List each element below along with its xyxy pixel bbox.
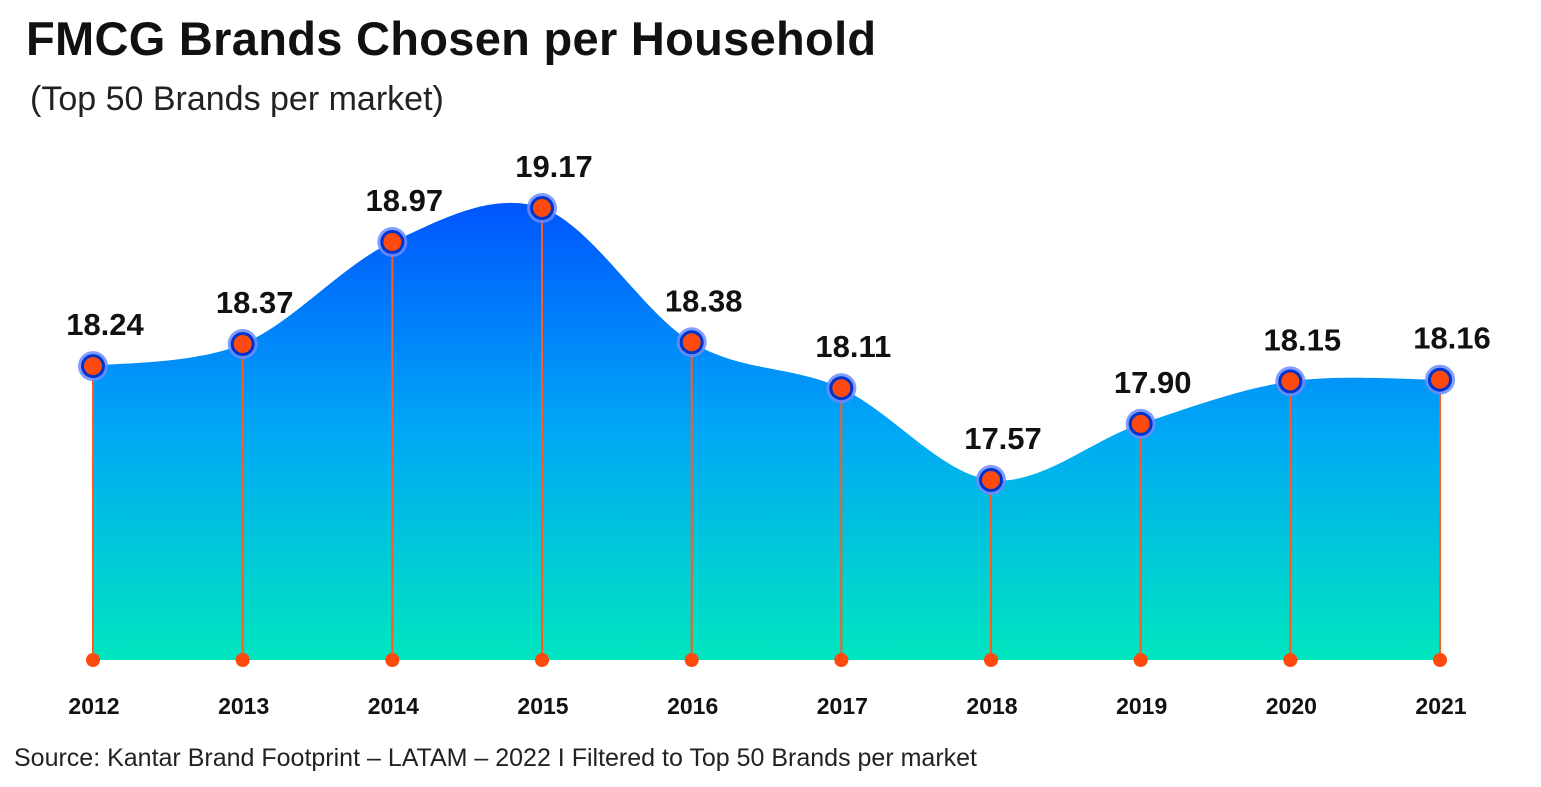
x-tick-label-2012: 2012 xyxy=(68,693,119,719)
area-layer xyxy=(93,202,1440,661)
value-label-2016: 18.38 xyxy=(665,283,743,318)
base-dot-2017 xyxy=(834,653,849,667)
data-point-2014 xyxy=(377,227,408,257)
chart-subtitle: (Top 50 Brands per market) xyxy=(30,80,444,118)
value-label-2015: 19.17 xyxy=(515,149,593,184)
base-dot-2019 xyxy=(1133,653,1148,667)
data-point-2019 xyxy=(1125,408,1156,439)
data-point-2015 xyxy=(527,193,557,223)
series-area xyxy=(93,202,1440,661)
markers xyxy=(78,193,1455,495)
data-point-2017 xyxy=(826,373,857,404)
base-dot-2015 xyxy=(535,653,549,667)
data-point-2013 xyxy=(227,329,258,359)
data-point-2016 xyxy=(676,327,707,358)
x-tick-label-2016: 2016 xyxy=(667,693,718,719)
value-label-2020: 18.15 xyxy=(1264,322,1342,357)
value-label-2021: 18.16 xyxy=(1413,321,1491,356)
data-point-2012 xyxy=(78,351,108,382)
chart-title: FMCG Brands Chosen per Household xyxy=(26,12,877,65)
value-labels: 18.24 18.37 18.97 19.17 18.38 18.11 17.57 17.90… xyxy=(66,149,1491,456)
x-tick-label-2021: 2021 xyxy=(1415,693,1466,719)
data-point-2020 xyxy=(1275,366,1306,397)
x-tick-label-2014: 2014 xyxy=(368,693,419,719)
x-tick-label-2015: 2015 xyxy=(517,693,568,719)
base-dot-2014 xyxy=(385,653,400,667)
x-tick-label-2019: 2019 xyxy=(1116,693,1167,719)
base-dot-2020 xyxy=(1283,653,1298,667)
data-point-2021 xyxy=(1425,364,1455,395)
base-dot-2012 xyxy=(86,653,100,667)
value-label-2014: 18.97 xyxy=(366,183,444,218)
base-dot-2021 xyxy=(1433,653,1447,667)
drop-lines xyxy=(86,208,1447,667)
value-label-2017: 18.11 xyxy=(815,329,891,364)
value-label-2013: 18.37 xyxy=(216,285,294,320)
x-tick-label-2017: 2017 xyxy=(817,693,868,719)
year-labels: 2012 2013 2014 2015 2016 2017 2018 2019 2020 2021 xyxy=(68,693,1466,719)
x-tick-label-2013: 2013 xyxy=(218,693,269,719)
value-label-2018: 17.57 xyxy=(964,421,1042,456)
base-dot-2016 xyxy=(684,653,699,667)
value-label-2012: 18.24 xyxy=(66,307,144,342)
value-label-2019: 17.90 xyxy=(1114,365,1192,400)
x-tick-label-2020: 2020 xyxy=(1266,693,1317,719)
base-dot-2018 xyxy=(984,653,998,667)
data-point-2018 xyxy=(976,465,1006,495)
base-dot-2013 xyxy=(235,653,250,667)
source-note: Source: Kantar Brand Footprint – LATAM –… xyxy=(14,744,978,772)
x-tick-label-2018: 2018 xyxy=(966,693,1017,719)
